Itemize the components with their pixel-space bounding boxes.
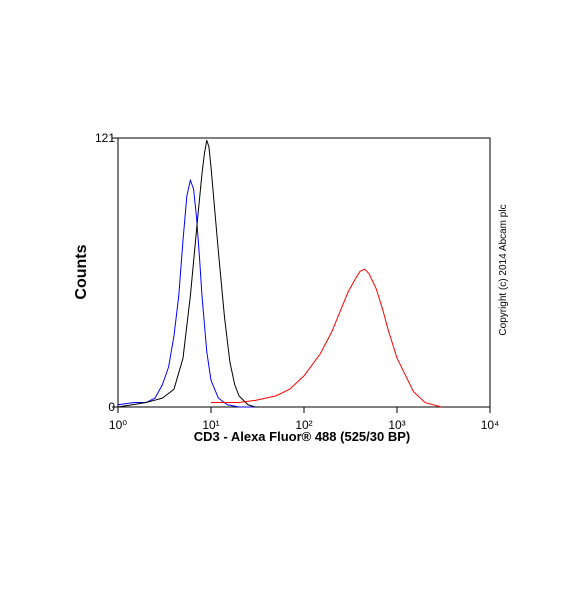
y-tick-label: 0 [108, 400, 115, 414]
x-tick-label: 10⁰ [109, 418, 127, 432]
y-tick-label: 121 [95, 131, 115, 145]
x-tick-label: 10⁴ [481, 418, 500, 432]
plot-frame [117, 137, 491, 408]
y-axis-label: Counts [73, 244, 90, 299]
x-tick-label: 10¹ [202, 418, 219, 432]
histogram-line [211, 268, 442, 408]
x-tick-label: 10² [295, 418, 312, 432]
copyright: Copyright (c) 2014 Abcam plc [498, 204, 509, 335]
histogram-line [117, 178, 256, 408]
histogram-line [117, 140, 276, 408]
x-tick-label: 10³ [388, 418, 405, 432]
x-axis-label: CD3 - Alexa Fluor® 488 (525/30 BP) [194, 429, 410, 444]
